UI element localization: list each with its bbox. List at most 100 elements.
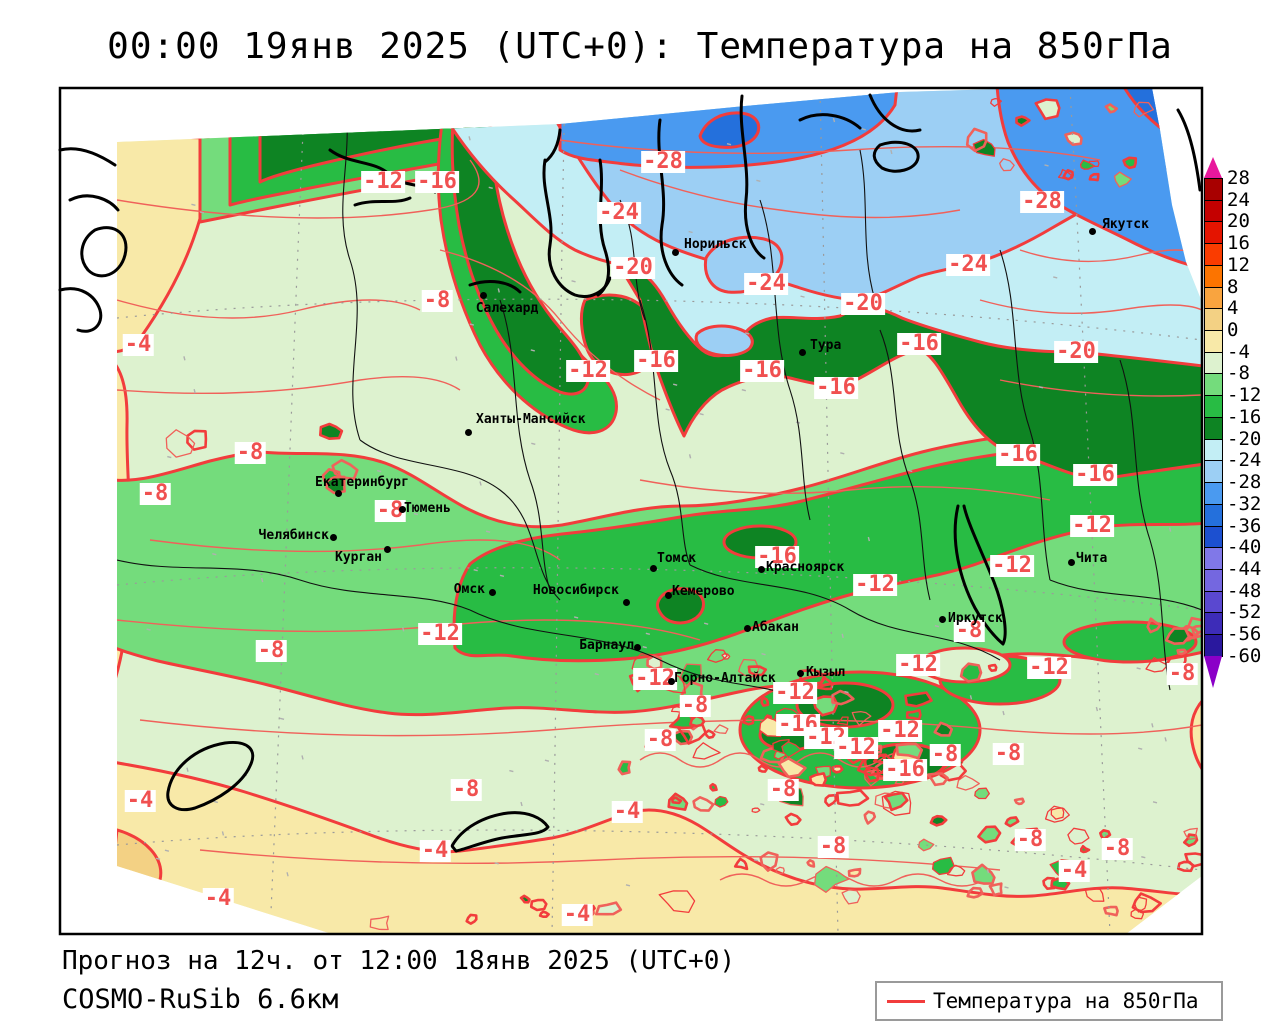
colorbar-tick-label: -12 <box>1227 384 1262 407</box>
relief-contour-blob <box>959 662 983 683</box>
graticule-dash <box>186 767 189 772</box>
graticule-dash <box>146 628 151 631</box>
graticule-dash <box>494 862 499 865</box>
relief-contour-blob <box>704 729 716 739</box>
forecast-info: Прогноз на 12ч. от 12:00 18янв 2025 (UTC… <box>62 946 736 976</box>
graticule-dash <box>544 759 550 762</box>
graticule-dash <box>509 769 514 773</box>
relief-contour-blob <box>1042 876 1056 890</box>
relief-contour-blob <box>369 915 390 931</box>
graticule-dash <box>164 849 170 852</box>
colorbar-cell <box>1204 460 1223 484</box>
relief-contour-blob <box>977 825 1002 844</box>
colorbar-cell <box>1204 264 1223 288</box>
colorbar-cell <box>1204 634 1223 657</box>
relief-contour-blob <box>757 764 768 773</box>
colorbar-cell <box>1204 503 1223 527</box>
colorbar-tick-label: 12 <box>1227 253 1250 276</box>
admin-borders <box>117 88 1202 701</box>
graticule-dash <box>531 442 536 446</box>
graticule-dash <box>908 469 913 473</box>
graticule-dash <box>670 165 675 169</box>
relief-contour-blob <box>863 810 877 825</box>
graticule-dash <box>1002 710 1005 716</box>
graticule-dash <box>1168 527 1172 532</box>
relief-contour-blob <box>895 742 924 760</box>
colorbar-cell <box>1204 373 1223 397</box>
relief-contour-blob <box>974 787 990 800</box>
relief-contour-blob <box>1088 172 1100 182</box>
relief-contour-blob <box>883 791 909 812</box>
colorbar-tick-label: -4 <box>1227 340 1250 363</box>
relief-contour-blob <box>1067 827 1090 845</box>
graticule-dash <box>376 469 382 473</box>
relief-contour-blob <box>1130 908 1145 920</box>
relief-contour-blob <box>1113 171 1132 188</box>
colorbar-tick-label: -40 <box>1227 536 1262 559</box>
graticule-dash <box>260 577 264 583</box>
graticule-dash <box>1064 868 1069 872</box>
relief-contour-blob <box>971 863 996 885</box>
graticule-dash <box>688 230 693 234</box>
graticule-dash <box>485 530 491 533</box>
graticule-dash <box>1138 747 1143 750</box>
graticule-dash <box>625 884 631 887</box>
colorbar-cell <box>1204 308 1223 332</box>
relief-contour-blob <box>988 882 1003 897</box>
relief-contour-blob <box>972 138 996 157</box>
relief-contour-blob <box>1079 159 1096 170</box>
graticule-dash <box>473 569 478 572</box>
relief-contour-blob <box>742 714 755 726</box>
colorbar-tick-label: 28 <box>1227 167 1250 189</box>
relief-contour-blob <box>1176 648 1188 656</box>
legend-label: Температура на 850гПа <box>933 989 1199 1013</box>
graticule-dash <box>930 336 935 339</box>
relief-contour-blob <box>784 812 802 826</box>
relief-contour-blob <box>595 901 623 916</box>
colorbar-cell <box>1204 199 1223 223</box>
relief-contour-blob <box>836 716 849 726</box>
relief-contour-blob <box>319 422 344 440</box>
relief-contour-blob <box>165 429 196 458</box>
coastlines <box>58 93 1202 853</box>
graticule-dash <box>329 114 333 120</box>
relief-contour-blob <box>671 796 683 805</box>
colorbar-tick-label: -16 <box>1227 405 1262 428</box>
relief-contour-blob <box>1080 845 1091 854</box>
relief-contour-blob <box>1133 101 1155 118</box>
colorbar-tick-label: 16 <box>1227 232 1250 255</box>
graticule-dash <box>934 624 940 628</box>
relief-contour-blob <box>759 851 779 872</box>
relief-contour-blob <box>652 673 671 688</box>
relief-contour-blob <box>933 721 954 737</box>
relief-contour-blob <box>929 814 948 827</box>
graticule-dash <box>761 653 766 656</box>
relief-contour-blob <box>529 898 548 912</box>
colorbar-tick-label: -24 <box>1227 449 1262 472</box>
graticule-dash <box>1141 856 1146 859</box>
graticule-dash <box>645 632 651 636</box>
colorbar-cell <box>1204 416 1223 440</box>
colorbar-cell <box>1204 438 1223 462</box>
relief-contour-blob <box>775 866 785 875</box>
graticule-dash <box>1151 723 1154 728</box>
graticule-dash <box>1152 801 1158 804</box>
relief-contour-blob <box>679 663 702 687</box>
colorbar-tick-label: -56 <box>1227 623 1262 646</box>
graticule-dash <box>1136 667 1141 670</box>
colorbar-cell <box>1204 590 1223 614</box>
relief-contour-blob <box>465 913 478 925</box>
relief-contour-blob <box>325 475 346 495</box>
relief-contour-blob <box>987 663 998 672</box>
colorbar-over-triangle <box>1204 157 1222 178</box>
relief-contour-blob <box>706 649 728 663</box>
graticule-dash <box>129 874 132 879</box>
relief-contour-blob <box>331 458 359 481</box>
relief-contour-blob <box>966 886 984 899</box>
graticule-dash <box>1190 182 1195 186</box>
graticule-dash <box>845 303 850 307</box>
graticule-dash <box>301 755 304 760</box>
colorbar-cell <box>1204 286 1223 310</box>
legend-line-sample <box>887 999 925 1003</box>
colorbar-cell <box>1204 568 1223 592</box>
